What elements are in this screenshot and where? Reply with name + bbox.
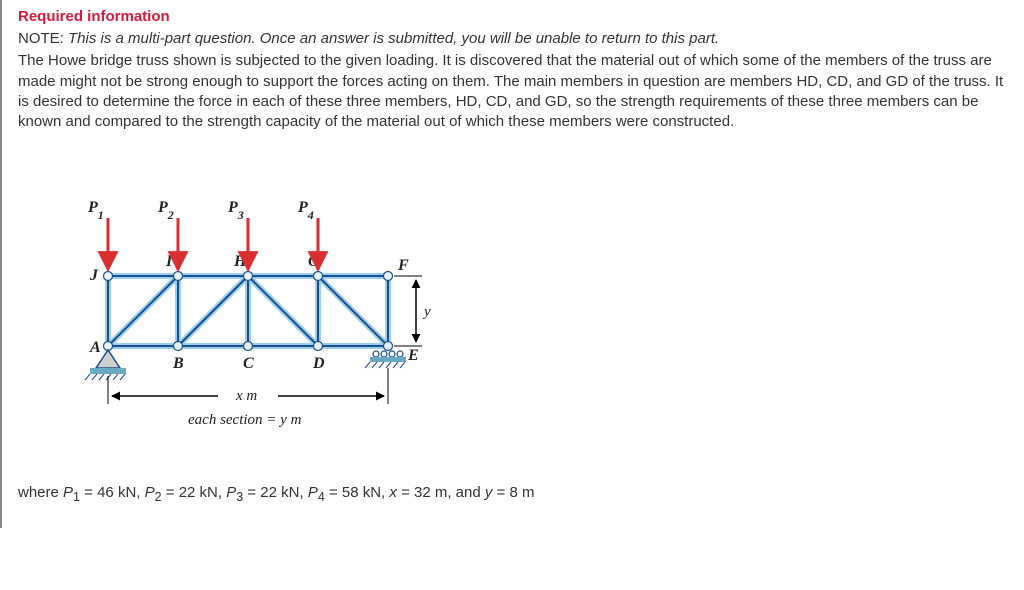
svg-text:D: D [312,355,325,372]
truss-svg: JIHGFABCDEP1P2P3P4yx meach section = y m [58,156,518,456]
required-info-header: Required information [18,8,1008,25]
svg-text:J: J [89,267,99,284]
svg-text:y: y [422,304,431,320]
svg-text:P2: P2 [157,199,174,222]
svg-text:I: I [165,253,173,270]
svg-text:each section = y m: each section = y m [188,412,302,428]
problem-body: The Howe bridge truss shown is subjected… [18,51,1008,132]
svg-text:A: A [89,339,101,356]
note-line: NOTE: This is a multi-part question. Onc… [18,29,1008,49]
svg-text:H: H [233,253,247,270]
where-line: where P1 = 46 kN, P2 = 22 kN, P3 = 22 kN… [18,484,1008,504]
svg-text:C: C [243,355,254,372]
svg-text:P1: P1 [87,199,104,222]
svg-text:B: B [172,355,184,372]
svg-text:P3: P3 [227,199,244,222]
svg-text:x m: x m [235,388,257,404]
truss-diagram: JIHGFABCDEP1P2P3P4yx meach section = y m [58,156,1008,460]
svg-text:P4: P4 [297,199,314,222]
note-italic: This is a multi-part question. Once an a… [68,30,719,47]
svg-text:F: F [397,257,409,274]
note-prefix: NOTE: [18,30,64,47]
question-container: Required information NOTE: This is a mul… [0,0,1024,528]
svg-text:E: E [407,347,419,364]
